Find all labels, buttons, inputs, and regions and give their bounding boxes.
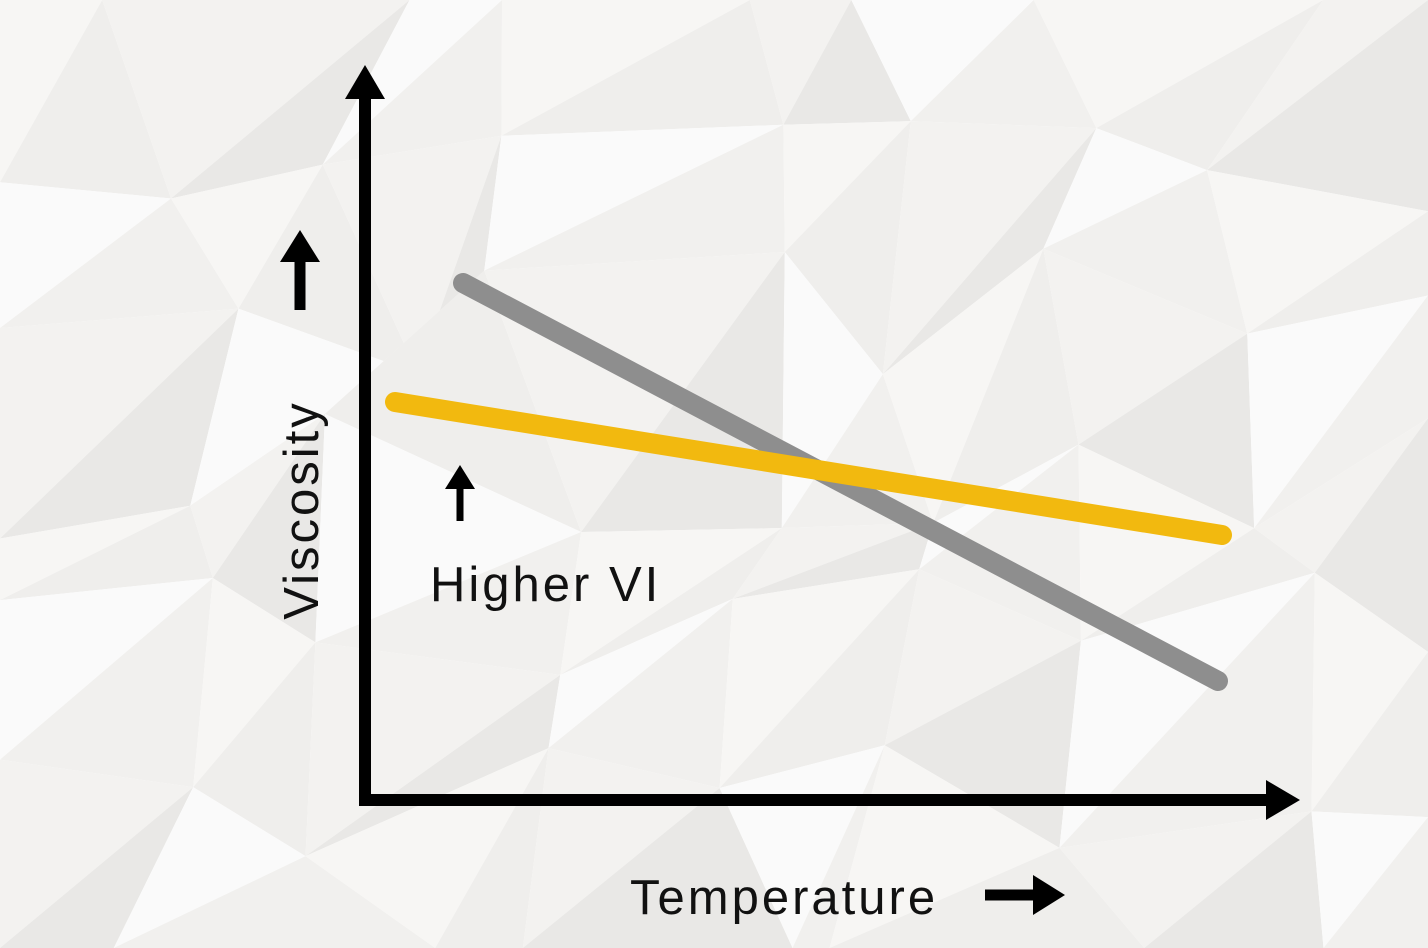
higher-vi-line <box>395 402 1222 535</box>
x-axis-label-arrow-icon <box>1033 875 1065 915</box>
higher-vi-annotation: Higher VI <box>430 557 661 613</box>
x-axis-label: Temperature <box>630 870 938 926</box>
y-axis-label-arrow-icon <box>280 230 320 262</box>
annotation-arrow-icon <box>445 465 475 489</box>
stage: Viscosity Temperature Higher VI <box>0 0 1428 948</box>
y-axis-label: Viscosity <box>274 400 330 619</box>
x-axis-arrowhead <box>1266 780 1300 820</box>
y-axis-arrowhead <box>345 65 385 99</box>
viscosity-chart <box>0 0 1428 948</box>
